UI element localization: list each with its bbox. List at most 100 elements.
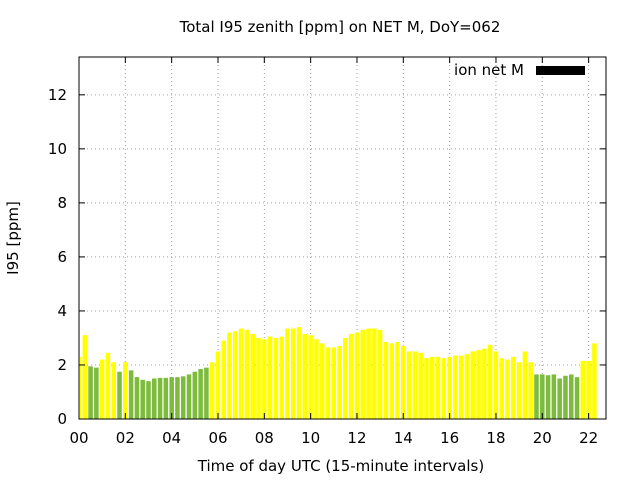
bar — [215, 351, 221, 419]
bar — [586, 360, 591, 419]
x-tick-label: 18 — [486, 429, 505, 447]
bar — [250, 333, 255, 419]
bar — [169, 377, 174, 419]
bar — [430, 356, 435, 419]
bar — [354, 332, 360, 419]
legend: ion net M — [454, 61, 585, 79]
bar — [389, 343, 394, 419]
bar — [412, 351, 418, 419]
bar — [516, 362, 522, 419]
bar — [105, 352, 111, 419]
bar — [204, 367, 209, 419]
bar — [464, 354, 470, 419]
gridlines — [79, 57, 606, 419]
bar — [435, 356, 441, 419]
y-tick-labels: 0 2 4 6 8 10 12 — [48, 86, 67, 428]
bar — [175, 377, 180, 419]
y-tick-label: 4 — [57, 302, 67, 320]
bar — [453, 355, 458, 419]
bar — [209, 362, 215, 419]
bar — [186, 374, 192, 419]
x-tick-label: 22 — [579, 429, 598, 447]
bar — [279, 336, 284, 419]
bar — [302, 333, 308, 419]
bar — [128, 370, 134, 419]
bar — [325, 347, 331, 419]
bar — [418, 352, 423, 419]
y-tick-label: 2 — [57, 356, 67, 374]
bar — [343, 337, 348, 419]
bar — [395, 342, 400, 419]
bar — [424, 358, 429, 419]
chart-title: Total I95 zenith [ppm] on NET M, DoY=062 — [179, 18, 501, 36]
bar — [82, 335, 88, 419]
y-tick-label: 10 — [48, 140, 67, 158]
bar — [505, 359, 510, 419]
bar — [285, 328, 290, 419]
bar — [88, 366, 93, 419]
bar — [476, 350, 481, 419]
x-tick-label: 08 — [255, 429, 274, 447]
bar — [331, 347, 337, 419]
bar — [337, 346, 342, 419]
bar — [140, 379, 145, 419]
bar — [487, 344, 493, 419]
bar — [366, 328, 371, 419]
x-tick-label: 00 — [69, 429, 88, 447]
bar — [146, 381, 151, 419]
bar — [592, 343, 597, 419]
bar — [262, 339, 267, 419]
bar — [563, 375, 568, 419]
bar — [372, 328, 377, 419]
x-tick-label: 06 — [208, 429, 227, 447]
y-tick-label: 8 — [57, 194, 67, 212]
bars — [80, 327, 597, 419]
bar — [308, 335, 313, 419]
bar — [233, 331, 238, 419]
bar — [482, 348, 487, 419]
y-tick-label: 12 — [48, 86, 67, 104]
bar — [157, 377, 163, 419]
bar — [273, 337, 279, 419]
bar — [401, 346, 406, 419]
x-tick-label: 10 — [301, 429, 320, 447]
bar — [123, 362, 128, 419]
bar — [99, 359, 105, 419]
bar — [493, 351, 499, 419]
bar — [360, 329, 366, 419]
bar — [511, 356, 516, 419]
bar — [221, 340, 227, 419]
x-tick-label: 02 — [116, 429, 135, 447]
x-tick-label: 16 — [440, 429, 459, 447]
x-tick-label: 14 — [394, 429, 413, 447]
y-axis-label: I95 [ppm] — [4, 201, 22, 275]
x-tick-labels: 00 02 04 06 08 10 12 14 16 18 20 22 — [69, 429, 598, 447]
ticks — [78, 57, 606, 420]
bar — [192, 371, 198, 419]
bar — [551, 374, 557, 419]
bar — [244, 329, 250, 419]
bar — [180, 376, 186, 419]
bar — [163, 377, 169, 419]
bar — [319, 343, 325, 419]
bar — [117, 371, 122, 419]
bar — [94, 367, 99, 419]
bar — [528, 362, 533, 419]
bar — [534, 374, 539, 419]
bar — [458, 355, 464, 419]
bar — [238, 328, 244, 419]
x-tick-label: 04 — [162, 429, 181, 447]
bar — [291, 328, 296, 419]
bar — [383, 342, 389, 419]
bar — [267, 336, 273, 419]
bar — [568, 374, 574, 419]
bar — [256, 337, 261, 419]
bar — [348, 333, 354, 419]
bar — [227, 332, 232, 419]
legend-swatch — [536, 66, 585, 75]
bar — [406, 351, 412, 419]
x-tick-label: 20 — [533, 429, 552, 447]
bar — [545, 375, 551, 419]
bar — [447, 356, 452, 419]
